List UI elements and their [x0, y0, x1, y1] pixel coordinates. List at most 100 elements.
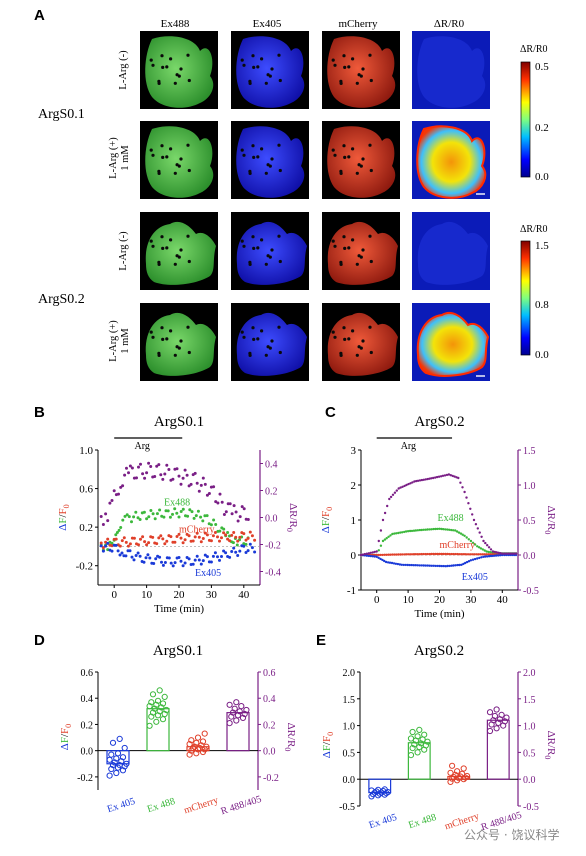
data-point: [503, 714, 510, 721]
vesicle-dot: [149, 239, 153, 243]
row-label-g1-conc: 1 mM: [120, 145, 131, 171]
data-point-Ex405: [228, 555, 232, 559]
colorbar-args02: ΔR/R0 1.5 0.8 0.0: [520, 224, 549, 361]
data-point-ratio: [130, 466, 134, 470]
data-point-Ex488: [471, 541, 475, 544]
data-point-mCherry: [163, 542, 167, 546]
y-tick-label-right: 0.0: [523, 551, 536, 562]
vesicle-dot: [361, 157, 365, 161]
vesicle-dot: [260, 329, 264, 333]
vesicle-dot: [351, 147, 355, 151]
data-point-Ex488: [469, 539, 473, 543]
data-point-mCherry: [420, 552, 423, 556]
y-tick-label-right: -0.4: [265, 568, 281, 579]
data-point-ratio: [432, 476, 435, 480]
data-point-Ex405: [369, 554, 372, 558]
y-tick-label-left: 0.6: [81, 668, 94, 679]
data-point: [149, 691, 157, 698]
data-point-mCherry: [485, 553, 488, 556]
data-point-ratio: [205, 493, 209, 497]
vesicle-dot: [160, 54, 164, 58]
data-point-mCherry: [246, 536, 250, 540]
data-point-Ex405: [495, 554, 498, 557]
data-point-Ex405: [418, 564, 421, 567]
data-point-mCherry: [403, 553, 406, 556]
data-point-Ex488: [426, 528, 429, 531]
data-point-Ex405: [424, 564, 427, 567]
vesicle-dot: [186, 234, 190, 238]
data-point: [375, 786, 382, 794]
chart-B: ArgS0.1 Arg 0 10 20 30 40 -0.2 0.2 0.6 1.0 -0.4 -0.2…: [57, 414, 299, 615]
data-point-mCherry: [389, 553, 392, 556]
data-point-Ex488: [134, 510, 138, 514]
data-point-Ex405: [253, 550, 257, 554]
data-point-mCherry: [408, 553, 412, 556]
data-point-Ex488: [465, 536, 468, 539]
y-tick-label-left: 0.2: [79, 522, 93, 534]
data-point: [226, 701, 233, 708]
vesicle-dot: [248, 171, 252, 175]
data-point-mCherry: [450, 552, 453, 556]
data-point: [156, 687, 163, 694]
vesicle-dot: [151, 153, 155, 157]
data-point-mCherry: [232, 531, 236, 534]
data-point-Ex405: [465, 560, 469, 564]
data-point-Ex488: [130, 520, 133, 524]
data-point-Ex405: [201, 559, 205, 563]
data-point-ratio: [439, 475, 443, 478]
data-point-Ex488: [452, 529, 455, 532]
data-point-ratio: [373, 550, 376, 554]
series-label: mCherry: [440, 540, 476, 551]
data-point-Ex405: [218, 558, 221, 562]
data-point-Ex405: [384, 560, 388, 564]
data-point-Ex488: [171, 512, 174, 516]
data-point-mCherry: [175, 535, 179, 538]
data-point: [116, 762, 123, 769]
data-point-mCherry: [452, 552, 455, 556]
vesicle-dot: [173, 81, 177, 85]
data-point-mCherry: [428, 552, 431, 556]
data-point-ratio: [420, 478, 424, 482]
data-point: [417, 740, 424, 747]
data-point-Ex488: [235, 543, 239, 547]
data-point-mCherry: [205, 533, 209, 537]
vesicle-dot: [343, 65, 347, 69]
data-point-Ex405: [179, 559, 183, 563]
data-point: [228, 713, 235, 720]
data-point-ratio: [411, 481, 414, 484]
data-point-Ex405: [173, 561, 177, 565]
panel-label-c: C: [325, 404, 336, 421]
data-point-mCherry: [475, 553, 478, 556]
ratio-cell-shape: [417, 36, 486, 108]
data-point-ratio: [386, 504, 389, 508]
data-point-Ex405: [106, 541, 110, 545]
data-point-Ex488: [455, 530, 459, 533]
vesicle-dot: [357, 163, 361, 167]
data-point: [414, 733, 421, 740]
colorbar-tick: 0.0: [535, 171, 549, 183]
data-point-Ex488: [209, 523, 213, 527]
data-point-Ex405: [390, 561, 394, 565]
data-point-ratio: [199, 483, 203, 487]
colorbar-title: ΔR/R0: [520, 44, 548, 55]
micrograph-tile: [412, 303, 490, 381]
data-point-Ex405: [396, 562, 400, 566]
data-point-Ex488: [381, 539, 385, 543]
micrograph-tile: [412, 31, 490, 109]
cell-shape: [327, 221, 398, 285]
vesicle-dot: [331, 58, 335, 62]
data-point-Ex405: [193, 558, 197, 562]
panel-label-e: E: [316, 632, 326, 649]
bar: [447, 775, 471, 780]
data-point-ratio: [123, 473, 127, 477]
data-point-mCherry: [381, 553, 384, 557]
vesicle-dot: [251, 235, 255, 239]
data-point-ratio: [177, 474, 181, 478]
data-point-Ex488: [401, 531, 404, 534]
data-point-ratio: [106, 519, 110, 523]
data-point-Ex405: [138, 554, 142, 558]
y-axis-title-right: ΔR/R0: [283, 723, 297, 752]
data-point-ratio: [424, 478, 427, 481]
data-point: [116, 735, 123, 743]
data-point: [113, 755, 120, 762]
